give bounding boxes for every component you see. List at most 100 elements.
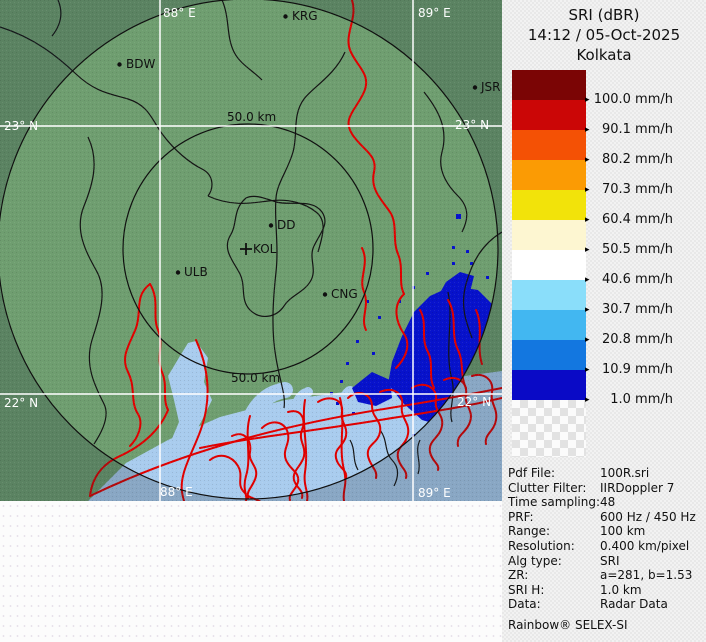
- legend-tick-arrow: ▸: [585, 215, 590, 225]
- legend-band: [512, 130, 586, 160]
- metadata-value: 1.0 km: [600, 582, 642, 597]
- legend-tick-arrow: ▸: [585, 305, 590, 315]
- legend-tick-arrow: ▸: [585, 185, 590, 195]
- label-lon-89-bottom: 89° E: [418, 486, 451, 500]
- legend-label: ▸ 10.9 mm/h: [585, 362, 673, 378]
- legend-label-text: 40.6 mm/h: [601, 272, 673, 287]
- legend-label-text: 70.3 mm/h: [601, 182, 673, 197]
- metadata-value: Radar Data: [600, 597, 668, 612]
- metadata-table: Pdf File: 100R.sri Clutter Filter: IIRDoppl…: [508, 466, 704, 612]
- legend-band: [512, 100, 586, 130]
- map-texture: [0, 0, 502, 501]
- legend-tick-arrow: ▸: [585, 95, 590, 105]
- legend-tick-arrow: ▸: [585, 125, 590, 135]
- label-city-krg: KRG: [292, 9, 318, 23]
- metadata-row: PRF: 600 Hz / 450 Hz: [508, 510, 704, 525]
- metadata-label: Resolution:: [508, 538, 575, 553]
- label-city-cng: CNG: [331, 287, 358, 301]
- legend-label: ▸ 20.8 mm/h: [585, 332, 673, 348]
- legend-label: ▸ 40.6 mm/h: [585, 272, 673, 288]
- legend-below-threshold-checker: [512, 400, 586, 457]
- legend-label-text: 100.0 mm/h: [593, 92, 673, 107]
- metadata-label: Data:: [508, 597, 541, 612]
- label-ring-50km-bottom: 50.0 km: [231, 371, 280, 385]
- radar-map: 88° E KRG 89° E BDW JSR 23° N 23° N 50.0…: [0, 0, 503, 509]
- product-title-block: SRI (dBR) 14:12 / 05-Oct-2025 Kolkata: [502, 5, 706, 65]
- legend-tick-arrow: ▸: [585, 245, 590, 255]
- legend-label-text: 60.4 mm/h: [601, 212, 673, 227]
- label-city-jsr: JSR: [480, 80, 501, 94]
- latlon-grid: [0, 0, 502, 501]
- metadata-row: Data: Radar Data: [508, 597, 704, 612]
- metadata-label: Range:: [508, 524, 551, 539]
- metadata-label: SRI H:: [508, 582, 545, 597]
- label-city-kol: KOL: [253, 242, 277, 256]
- legend-label: ▸ 90.1 mm/h: [585, 122, 673, 138]
- legend-label-text: 80.2 mm/h: [601, 152, 673, 167]
- metadata-row: Pdf File: 100R.sri: [508, 466, 704, 481]
- product-timestamp: 14:12 / 05-Oct-2025: [527, 26, 681, 44]
- metadata-value: 600 Hz / 450 Hz: [600, 509, 696, 524]
- legend-band: [512, 280, 586, 310]
- label-lat-23-right: 23° N: [455, 118, 489, 132]
- legend-label-text: 20.8 mm/h: [601, 332, 673, 347]
- label-lat-22-left: 22° N: [4, 396, 38, 410]
- radar-site-cross: [240, 243, 252, 255]
- legend-color-bar: [512, 70, 586, 400]
- metadata-label: PRF:: [508, 509, 534, 524]
- bottom-margin-strip: [0, 501, 502, 642]
- legend-tick-arrow: ▸: [585, 335, 590, 345]
- metadata-value: 48: [600, 495, 616, 510]
- legend-band: [512, 340, 586, 370]
- legend-band: [512, 70, 586, 100]
- metadata-row: SRI H: 1.0 km: [508, 583, 704, 598]
- range-ring-100km: [0, 0, 499, 500]
- legend-label: ▸ 30.7 mm/h: [585, 302, 673, 318]
- legend-band: [512, 160, 586, 190]
- legend-band: [512, 310, 586, 340]
- label-lat-23-left: 23° N: [4, 119, 38, 133]
- legend-band: [512, 370, 586, 400]
- metadata-row: Clutter Filter: IIRDoppler 7: [508, 481, 704, 496]
- legend-band: [512, 250, 586, 280]
- metadata-label: ZR:: [508, 568, 529, 583]
- legend-tick-arrow: ▸: [585, 275, 590, 285]
- radar-map-canvas[interactable]: 88° E KRG 89° E BDW JSR 23° N 23° N 50.0…: [0, 0, 503, 509]
- label-city-bdw: BDW: [126, 57, 155, 71]
- legend-band: [512, 220, 586, 250]
- label-ring-50km-top: 50.0 km: [227, 110, 276, 124]
- legend-label: ▸ 80.2 mm/h: [585, 152, 673, 168]
- radar-site-name: Kolkata: [576, 46, 632, 64]
- city-markers: [117, 14, 478, 297]
- label-lon-88-top: 88° E: [163, 6, 196, 20]
- legend-tick-arrow: ▸: [585, 395, 590, 405]
- metadata-value: 100R.sri: [600, 466, 650, 480]
- metadata-label: Alg type:: [508, 553, 562, 568]
- metadata-row: Alg type: SRI: [508, 554, 704, 569]
- metadata-row: ZR: a=281, b=1.53: [508, 568, 704, 583]
- metadata-value: a=281, b=1.53: [600, 568, 693, 583]
- legend-band: [512, 190, 586, 220]
- legend-label: ▸ 1.0 mm/h: [585, 392, 673, 408]
- legend-label: ▸ 60.4 mm/h: [585, 212, 673, 228]
- range-ring-50km: [122, 123, 374, 375]
- metadata-value: 0.400 km/pixel: [600, 538, 690, 553]
- metadata-value: 100 km: [600, 524, 646, 539]
- metadata-row: Range: 100 km: [508, 524, 704, 539]
- info-panel: SRI (dBR) 14:12 / 05-Oct-2025 Kolkata ▸ 1…: [502, 0, 706, 642]
- metadata-row: Time sampling: 48: [508, 495, 704, 510]
- metadata-label: Clutter Filter:: [508, 480, 587, 495]
- legend-label: ▸ 70.3 mm/h: [585, 182, 673, 198]
- metadata-value: IIRDoppler 7: [600, 480, 675, 495]
- label-city-ulb: ULB: [184, 265, 208, 279]
- metadata-label: Pdf File:: [508, 466, 556, 480]
- product-name: SRI (dBR): [568, 6, 640, 24]
- label-lon-89-top: 89° E: [418, 6, 451, 20]
- legend-label: ▸ 100.0 mm/h: [585, 92, 673, 108]
- metadata-row: Resolution: 0.400 km/pixel: [508, 539, 704, 554]
- label-lat-22-right: 22° N: [457, 395, 491, 409]
- legend-label-text: 1.0 mm/h: [610, 392, 673, 407]
- legend-tick-arrow: ▸: [585, 365, 590, 375]
- legend-label-text: 10.9 mm/h: [601, 362, 673, 377]
